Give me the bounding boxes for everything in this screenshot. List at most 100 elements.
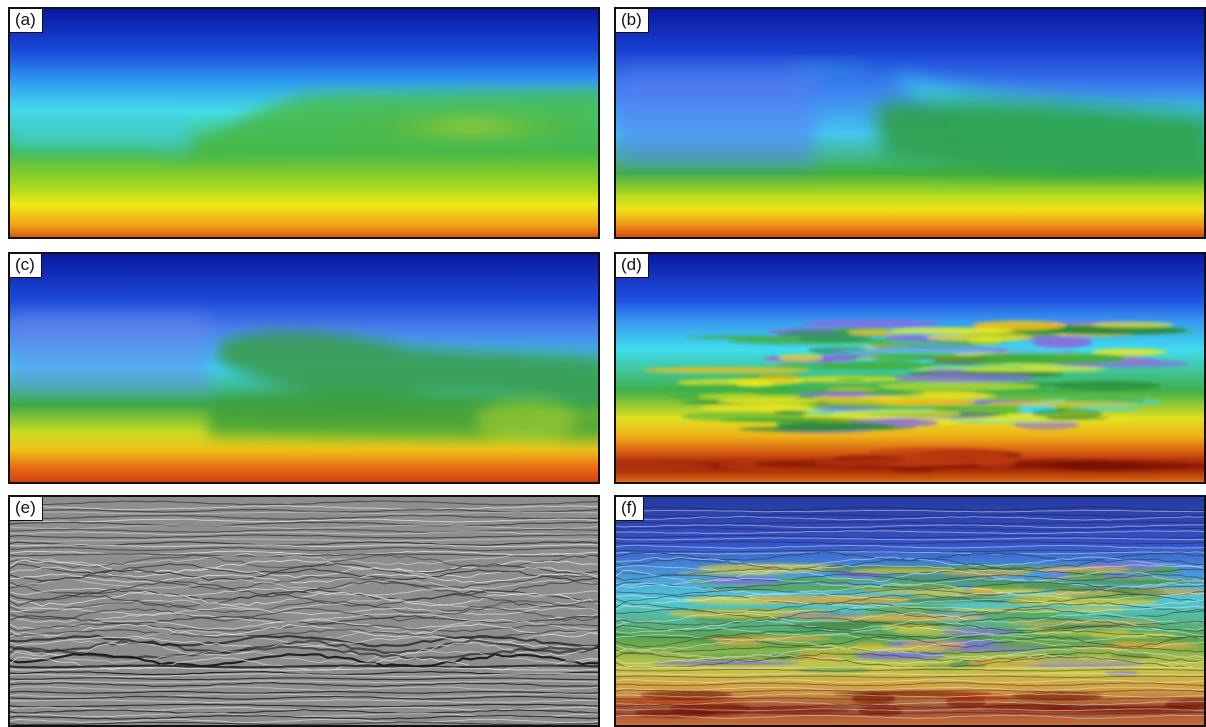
velocity-streak [831, 409, 962, 419]
panel-c-velocity-model: (c) [8, 252, 600, 484]
velocity-streak [896, 428, 1030, 432]
velocity-streak [1011, 691, 1103, 701]
velocity-streak [986, 401, 1137, 406]
velocity-streak [983, 355, 1128, 365]
reflector-line [616, 598, 1204, 607]
reflector-line [616, 556, 1204, 568]
reflector-line [616, 668, 1204, 672]
reflector-line [616, 675, 1204, 679]
reflector-line [10, 677, 598, 681]
reflector-line [10, 650, 598, 664]
overlay-image-f [616, 497, 1204, 725]
velocity-streak [980, 703, 1074, 711]
velocity-streak [989, 640, 1117, 649]
velocity-streak [868, 447, 1007, 459]
reflector-line [616, 635, 1204, 649]
reflector-line [616, 626, 1204, 637]
velocity-streak [863, 391, 925, 396]
reflector-line [616, 633, 1204, 642]
reflector-line [10, 686, 598, 691]
reflector-line [10, 615, 598, 625]
reflector-line [10, 695, 598, 700]
velocity-streak [970, 611, 1064, 616]
reflector-line [616, 551, 1204, 555]
reflector-line [616, 506, 1204, 512]
reflector-line [616, 544, 1204, 549]
reflector-line [616, 588, 1204, 596]
velocity-streak [935, 693, 1015, 702]
velocity-streak [641, 366, 811, 374]
reflector-line [10, 629, 598, 639]
velocity-streak [677, 571, 788, 575]
velocity-streak [707, 576, 781, 585]
velocity-streak [975, 455, 1017, 469]
reflector-line [616, 651, 1204, 663]
velocity-streak [697, 563, 848, 573]
reflector-line [616, 656, 1204, 669]
velocity-streak [714, 641, 763, 645]
reflector-line [616, 686, 1204, 691]
velocity-streak [652, 661, 801, 666]
reflector-line [10, 599, 598, 614]
reflector-line [616, 592, 1204, 601]
velocity-streak [1031, 408, 1103, 419]
reflector-line [616, 679, 1204, 683]
reflector-line [10, 645, 598, 660]
reflector-line [10, 672, 598, 678]
velocity-streak [704, 636, 832, 642]
reflector-line [10, 521, 598, 527]
reflector-line [10, 511, 598, 515]
panel-label: (d) [616, 254, 649, 278]
panel-d-velocity-model: (d) [614, 252, 1206, 484]
reflector-line [616, 521, 1204, 525]
reflector-line [616, 645, 1204, 655]
velocity-streak [810, 621, 925, 625]
velocity-streak [616, 462, 713, 471]
panel-label: (a) [10, 9, 43, 33]
reflector-line [10, 524, 598, 530]
velocity-streak [776, 613, 868, 618]
reflector-line [10, 544, 598, 548]
panel-b-velocity-model: (b) [614, 7, 1206, 239]
panel-e-seismic-image: (e) [8, 495, 600, 727]
velocity-streak [977, 615, 1084, 623]
velocity-image-c [10, 254, 598, 482]
reflector-line [10, 531, 598, 535]
velocity-streak [796, 335, 873, 343]
reflector-line [616, 704, 1204, 709]
velocity-streak [1091, 348, 1167, 356]
velocity-streak [1044, 705, 1199, 714]
velocity-streak [967, 368, 1107, 372]
velocity-streak [972, 320, 1067, 331]
reflector-line [616, 672, 1204, 676]
velocity-streak [1065, 570, 1109, 579]
reflector-line [616, 689, 1204, 693]
reflector-line [10, 635, 598, 650]
velocity-streak [813, 405, 883, 412]
reflector-line [616, 535, 1204, 539]
reflector-line [616, 700, 1204, 706]
velocity-streak [691, 653, 782, 658]
reflector-line [616, 513, 1204, 518]
reflector-line [616, 527, 1204, 532]
reflector-line [616, 693, 1204, 698]
velocity-streak [812, 459, 959, 467]
reflector-line [10, 546, 598, 552]
velocity-streak [634, 708, 717, 718]
reflector-line [616, 567, 1204, 576]
reflector-line [616, 530, 1204, 534]
velocity-streak [753, 595, 910, 605]
reflector-line [616, 607, 1204, 619]
velocity-streak [757, 374, 802, 383]
reflector-line [616, 616, 1204, 626]
velocity-streak [881, 622, 934, 633]
reflector-line [616, 619, 1204, 632]
reflector-line [10, 534, 598, 539]
velocity-streak [1015, 335, 1094, 342]
seismic-image-e [10, 497, 598, 725]
panel-label: (b) [616, 9, 649, 33]
velocity-streak [1033, 577, 1180, 583]
velocity-streak [1112, 588, 1165, 595]
velocity-streak [1091, 321, 1174, 328]
reflector-line [616, 666, 1204, 669]
